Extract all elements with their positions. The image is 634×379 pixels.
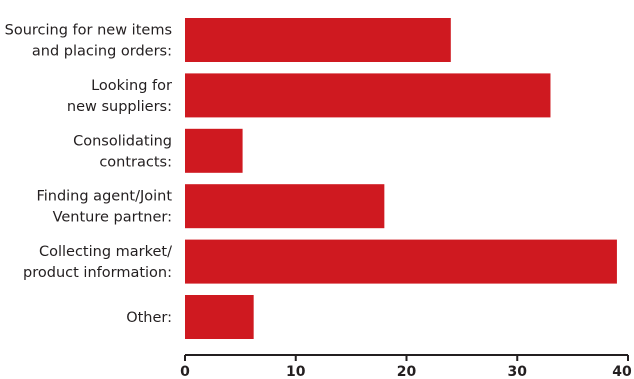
category-label-2-line-1: contracts: [99,154,172,170]
category-label-1-line-0: Looking for [91,78,172,94]
category-label-3-line-1: Venture partner: [53,210,172,226]
category-label-0-line-0: Sourcing for new items [5,23,172,39]
bar-0 [185,18,451,62]
x-tick-label-2: 20 [397,364,417,379]
bar-4 [185,239,617,284]
category-label-4: Collecting market/product information: [23,244,172,281]
category-label-3-line-0: Finding agent/Joint [36,189,172,205]
category-label-0: Sourcing for new items and placing orders… [5,23,172,60]
bar-5 [185,295,254,339]
category-label-5: Other: [126,310,172,326]
x-tick-label-4: 40 [612,364,632,379]
category-label-4-line-1: product information: [23,265,172,281]
category-label-3: Finding agent/Joint Venture partner: [36,189,172,226]
x-tick-label-0: 0 [180,364,190,379]
category-label-2: Consolidating contracts: [73,133,172,170]
category-label-5-line-0: Other: [126,310,172,326]
category-label-1-line-1: new suppliers: [67,99,172,115]
category-label-1: Looking for new suppliers: [67,78,172,115]
category-label-0-line-1: and placing orders: [32,44,172,60]
x-axis: 0 10 20 30 40 [180,354,632,379]
category-labels-group: Sourcing for new items and placing orders… [5,23,173,327]
bar-3 [185,184,385,229]
x-tick-label-3: 30 [508,364,528,379]
bars-group [185,18,617,339]
category-label-2-line-0: Consolidating [73,133,172,149]
x-tick-label-1: 10 [286,364,306,379]
bar-2 [185,128,243,173]
bar-1 [185,73,551,118]
category-label-4-line-0: Collecting market/ [39,244,172,260]
